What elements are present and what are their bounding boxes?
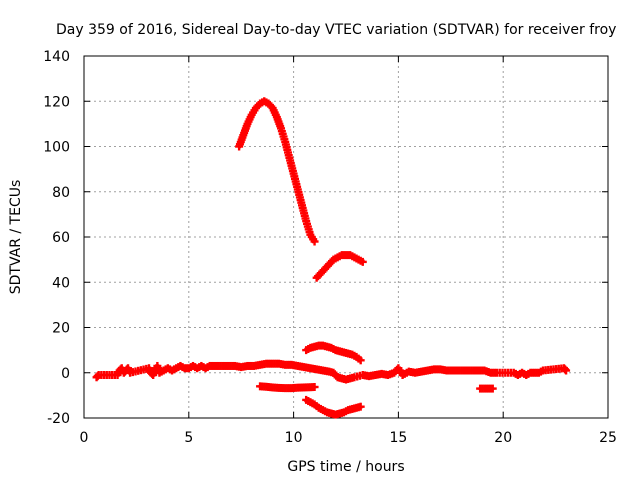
data-point-negative-bump bbox=[356, 402, 365, 411]
data-point-low-band bbox=[310, 383, 319, 392]
data-point-near-zero bbox=[562, 366, 571, 375]
data-points bbox=[92, 97, 571, 419]
data-point-isolated-negative bbox=[488, 384, 497, 393]
x-tick-label: 5 bbox=[184, 430, 193, 446]
y-tick-labels: -20 0 20 40 60 80 100 120 140 bbox=[43, 49, 70, 427]
y-tick-label: 20 bbox=[52, 321, 70, 337]
x-tick-labels: 0 5 10 15 20 25 bbox=[80, 430, 617, 446]
y-tick-label: 140 bbox=[43, 49, 70, 65]
data-point-positive-bump bbox=[356, 356, 365, 365]
x-tick-label: 20 bbox=[494, 430, 512, 446]
y-tick-label: -20 bbox=[47, 411, 70, 427]
y-axis-label: SDTVAR / TECUs bbox=[8, 180, 24, 295]
data-point-second-arc bbox=[358, 257, 367, 266]
y-tick-label: 100 bbox=[43, 140, 70, 156]
x-tick-label: 0 bbox=[80, 430, 89, 446]
axis-ticks bbox=[83, 55, 609, 419]
x-tick-label: 10 bbox=[285, 430, 303, 446]
y-tick-label: 0 bbox=[61, 366, 70, 382]
y-tick-label: 120 bbox=[43, 94, 70, 110]
data-point-upper-arc bbox=[310, 237, 319, 246]
x-tick-label: 15 bbox=[389, 430, 407, 446]
y-tick-label: 60 bbox=[52, 230, 70, 246]
chart-title: Day 359 of 2016, Sidereal Day-to-day VTE… bbox=[56, 22, 616, 38]
x-axis-label: GPS time / hours bbox=[287, 459, 404, 475]
grid-lines bbox=[84, 56, 608, 418]
y-tick-label: 80 bbox=[52, 185, 70, 201]
x-tick-label: 25 bbox=[599, 430, 617, 446]
y-tick-label: 40 bbox=[52, 275, 70, 291]
